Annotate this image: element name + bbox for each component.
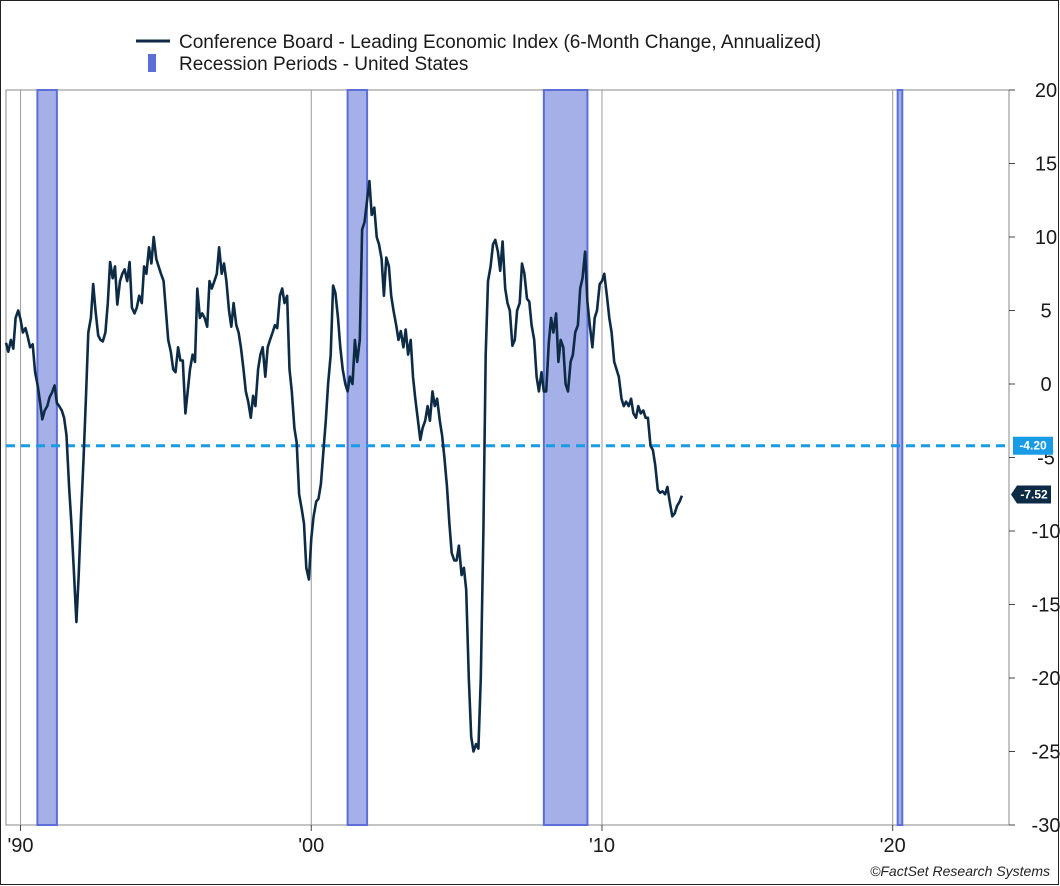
last-value-tag-label: -7.52 (1020, 488, 1048, 502)
y-tick-label-0: 20 (1035, 80, 1057, 102)
recession-band-3 (896, 89, 904, 826)
y-tick-label-10: -30 (1032, 815, 1060, 837)
recession-band-1 (346, 89, 369, 826)
y-tick-label-1: 15 (1035, 154, 1057, 176)
x-tick-label-1: '00 (298, 835, 324, 857)
y-tick-label-6: -10 (1032, 521, 1060, 543)
y-tick-label-7: -15 (1032, 595, 1060, 617)
legend-band-swatch (148, 54, 156, 72)
series-line-0 (4, 179, 684, 753)
x-tick-label-3: '20 (880, 835, 906, 857)
legend-label-lei: Conference Board - Leading Economic Inde… (179, 32, 821, 53)
y-tick-label-8: -20 (1032, 668, 1060, 690)
x-tick-label-2: '10 (589, 835, 615, 857)
reference-line-tag-label: -4.20 (1019, 439, 1047, 453)
y-tick-label-3: 5 (1040, 301, 1051, 323)
x-axis: '90 '00 '10 '20 (7, 825, 906, 857)
y-tick-label-2: 10 (1035, 227, 1057, 249)
x-tick-label-0: '90 (7, 835, 33, 857)
footer-credit: ©FactSet Research Systems (870, 863, 1050, 879)
legend-label-recession: Recession Periods - United States (179, 54, 468, 75)
grid-layer (20, 90, 894, 825)
recession-band-2 (542, 89, 589, 826)
reference-line-tag (1013, 436, 1053, 455)
last-value-tag (1011, 485, 1051, 504)
tag-layer: -4.20 -7.52 (1011, 436, 1053, 504)
recession-band-0 (36, 89, 58, 826)
y-tick-label-9: -25 (1032, 742, 1060, 764)
legend: Conference Board - Leading Economic Inde… (136, 32, 821, 75)
y-tick-label-4: 0 (1040, 374, 1051, 396)
series-layer (4, 179, 684, 753)
